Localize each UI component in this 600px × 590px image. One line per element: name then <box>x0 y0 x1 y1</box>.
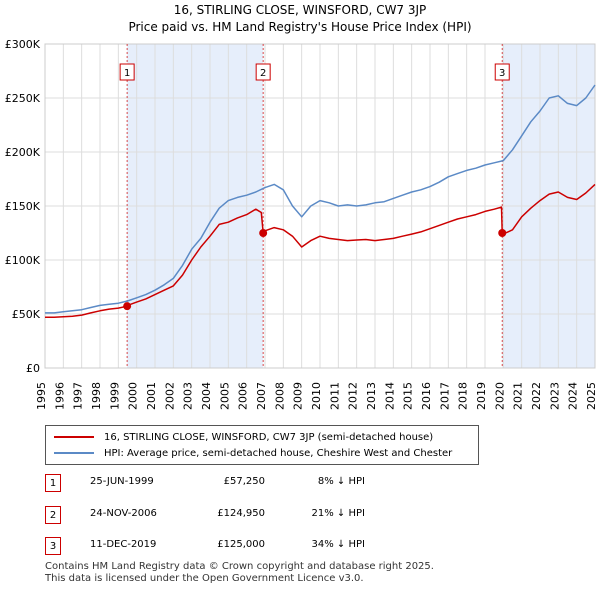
x-tick-label: 2006 <box>237 382 250 410</box>
y-tick-label: £50K <box>12 308 41 321</box>
x-tick-label: 2025 <box>585 382 598 410</box>
transaction-hpi-delta: 34% ↓ HPI <box>311 539 365 550</box>
legend-item-property: 16, STIRLING CLOSE, WINSFORD, CW7 3JP (s… <box>54 430 433 444</box>
x-tick-label: 2018 <box>457 382 470 410</box>
transaction-price: £124,950 <box>217 508 265 519</box>
sale-label: 3 <box>499 68 505 79</box>
y-tick-label: £0 <box>26 362 40 375</box>
y-tick-label: £100K <box>5 254 41 267</box>
x-tick-label: 2021 <box>512 382 525 410</box>
x-tick-label: 2014 <box>383 382 396 410</box>
chart-legend: 16, STIRLING CLOSE, WINSFORD, CW7 3JP (s… <box>45 425 479 465</box>
x-tick-label: 2022 <box>530 382 543 410</box>
sale-label: 1 <box>124 68 130 79</box>
transaction-date: 24-NOV-2006 <box>90 508 157 519</box>
y-tick-label: £200K <box>5 146 41 159</box>
x-tick-label: 2023 <box>548 382 561 410</box>
sale-point <box>498 229 507 237</box>
x-tick-label: 1996 <box>53 382 66 410</box>
legend-swatch-hpi <box>54 452 94 454</box>
sale-label-box <box>494 63 510 81</box>
x-tick-label: 2010 <box>310 382 323 410</box>
y-tick-label: £150K <box>5 200 41 213</box>
legend-label-hpi: HPI: Average price, semi-detached house,… <box>104 447 453 459</box>
sale-point <box>259 229 268 238</box>
x-tick-label: 2000 <box>127 382 140 410</box>
footer-license: This data is licensed under the Open Gov… <box>45 573 364 584</box>
hpi-line <box>45 84 596 314</box>
x-tick-label: 1997 <box>72 382 85 410</box>
transaction-date: 25-JUN-1999 <box>90 476 154 487</box>
chart-subtitle: Price paid vs. HM Land Registry's House … <box>128 20 472 34</box>
x-tick-label: 2002 <box>163 382 176 410</box>
x-tick-label: 2024 <box>567 382 580 410</box>
table-row: 2 24-NOV-2006 £124,950 21% ↓ HPI <box>45 506 585 524</box>
x-tick-label: 2020 <box>493 382 506 410</box>
chart-title: 16, STIRLING CLOSE, WINSFORD, CW7 3JP <box>173 3 427 17</box>
x-tick-label: 2008 <box>273 382 286 410</box>
transaction-badge: 1 <box>45 474 61 492</box>
legend-label-property: 16, STIRLING CLOSE, WINSFORD, CW7 3JP (s… <box>104 431 434 443</box>
x-tick-label: 2013 <box>365 382 378 410</box>
sale-point <box>123 302 132 311</box>
x-tick-label: 2019 <box>475 382 488 410</box>
sale-label-box <box>119 63 135 81</box>
price-chart: £0 £50K £100K £150K £200K £250K £300K 1995 1996 1… <box>5 38 598 410</box>
footer-copyright: Contains HM Land Registry data © Crown c… <box>45 561 434 572</box>
x-tick-label: 2012 <box>347 382 360 410</box>
table-row: 1 25-JUN-1999 £57,250 8% ↓ HPI <box>45 474 585 492</box>
transaction-hpi-delta: 21% ↓ HPI <box>311 508 365 519</box>
transaction-badge: 3 <box>45 537 61 555</box>
x-tick-label: 1999 <box>108 382 121 410</box>
x-tick-label: 2005 <box>218 382 231 410</box>
x-tick-label: 2004 <box>200 382 213 410</box>
plot-border <box>44 43 596 369</box>
transaction-price: £125,000 <box>217 539 265 550</box>
x-tick-label: 2017 <box>438 382 451 410</box>
sale-label-box <box>255 63 271 81</box>
legend-swatch-property <box>54 436 94 438</box>
x-tick-label: 2009 <box>292 382 305 410</box>
x-tick-label: 1995 <box>35 382 48 410</box>
table-row: 3 11-DEC-2019 £125,000 34% ↓ HPI <box>45 537 585 555</box>
x-tick-label: 1998 <box>90 382 103 410</box>
sale-label: 2 <box>260 68 266 79</box>
legend-item-hpi: HPI: Average price, semi-detached house,… <box>54 446 452 460</box>
x-tick-label: 2003 <box>182 382 195 410</box>
x-tick-label: 2015 <box>402 382 415 410</box>
x-tick-label: 2011 <box>328 382 341 410</box>
y-tick-label: £300K <box>5 38 41 51</box>
x-tick-label: 2016 <box>420 382 433 410</box>
y-tick-label: £250K <box>5 92 41 105</box>
transaction-hpi-delta: 8% ↓ HPI <box>317 476 365 487</box>
transaction-badge: 2 <box>45 506 61 524</box>
x-tick-label: 2007 <box>255 382 268 410</box>
transaction-date: 11-DEC-2019 <box>90 539 157 550</box>
transaction-price: £57,250 <box>223 476 265 487</box>
x-tick-label: 2001 <box>145 382 158 410</box>
